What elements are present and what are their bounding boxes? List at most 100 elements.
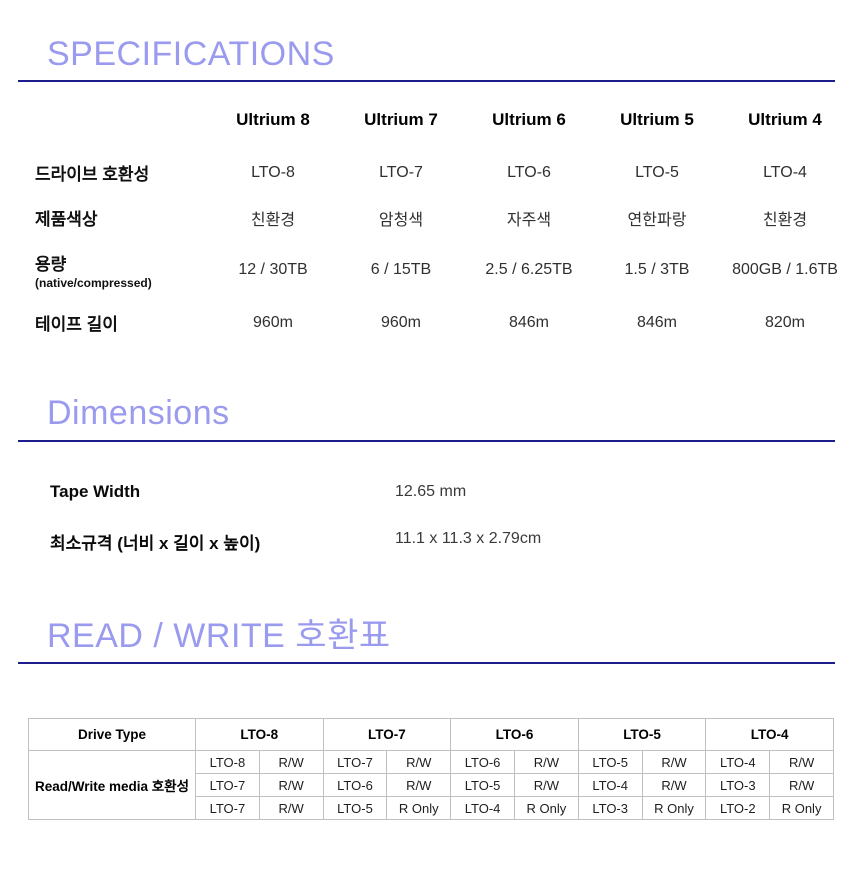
dimensions-title: Dimensions xyxy=(47,394,230,433)
rw-group-header: LTO-4 xyxy=(705,718,834,752)
specifications-divider xyxy=(18,80,835,83)
dimension-label: 최소규격 (너비 x 길이 x 높이) xyxy=(50,533,261,553)
rw-mode-cell: R/W xyxy=(386,750,452,775)
spec-cell: LTO-5 xyxy=(635,163,679,181)
rw-media-cell: LTO-5 xyxy=(450,773,515,798)
rw-media-cell: LTO-8 xyxy=(195,750,260,775)
spec-table: Ultrium 8 Ultrium 7 Ultrium 6 Ultrium 5 Ultr… xyxy=(33,106,849,345)
spec-cell: 1.5 / 3TB xyxy=(624,261,690,279)
rw-compatibility-table: Drive Type LTO-8 LTO-7 LTO-6 LTO-5 LTO-4 Read… xyxy=(28,718,834,821)
spec-row-sublabel: (native/compressed) xyxy=(35,276,152,291)
spec-cell: 846m xyxy=(508,313,550,331)
rw-mode-cell: R/W xyxy=(641,773,707,798)
rw-mode-cell: R/W xyxy=(769,750,834,775)
product-spec-page: SPECIFICATIONS Ultrium 8 Ultrium 7 Ultrium… xyxy=(0,35,860,821)
spec-row-label: 드라이브 호환성 xyxy=(33,150,209,195)
spec-column-header: Ultrium 7 xyxy=(364,110,438,130)
section-specifications: SPECIFICATIONS Ultrium 8 Ultrium 7 Ultrium… xyxy=(0,35,860,345)
spec-row-label: 제품색상 xyxy=(33,195,209,240)
rw-media-cell: LTO-4 xyxy=(577,773,643,798)
dimensions-list: Tape Width 12.65 mm 최소규격 (너비 x 길이 x 높이) … xyxy=(50,482,860,554)
spec-column-header: Ultrium 5 xyxy=(620,110,694,130)
rw-media-cell: LTO-2 xyxy=(705,796,771,821)
rw-mode-cell: R Only xyxy=(769,796,834,821)
spec-cell: 친환경 xyxy=(250,211,296,229)
spec-cell: 800GB / 1.6TB xyxy=(732,261,838,279)
rw-media-cell: LTO-3 xyxy=(705,773,771,798)
spec-cell: 960m xyxy=(252,313,294,331)
spec-cell: 12 / 30TB xyxy=(238,261,308,279)
read-write-title: READ / WRITE 호환표 xyxy=(47,616,391,655)
spec-cell: 2.5 / 6.25TB xyxy=(485,261,573,279)
dimensions-divider xyxy=(18,439,835,442)
rw-group-header: LTO-7 xyxy=(322,718,452,752)
spec-column-header: Ultrium 6 xyxy=(492,110,566,130)
rw-row-label: Read/Write media 호환성 xyxy=(28,750,196,821)
spec-corner-cell xyxy=(33,106,209,150)
dimension-value: 12.65 mm xyxy=(395,482,467,500)
rw-media-cell: LTO-6 xyxy=(322,773,388,798)
rw-media-cell: LTO-7 xyxy=(195,773,260,798)
rw-mode-cell: R/W xyxy=(258,750,324,775)
rw-media-cell: LTO-5 xyxy=(577,750,643,775)
spec-column-header: Ultrium 8 xyxy=(236,110,310,130)
section-read-write: READ / WRITE 호환표 Drive Type LTO-8 LTO-7 LTO… xyxy=(0,616,860,821)
read-write-divider xyxy=(18,662,835,665)
rw-media-cell: LTO-4 xyxy=(705,750,771,775)
rw-media-cell: LTO-4 xyxy=(450,796,515,821)
spec-table-row: 용량 (native/compressed) 12 / 30TB 6 / 15TB 2.… xyxy=(33,240,849,300)
rw-media-cell: LTO-3 xyxy=(577,796,643,821)
rw-mode-cell: R/W xyxy=(258,773,324,798)
spec-row-label-text: 드라이브 호환성 xyxy=(35,165,150,185)
rw-table-row: LTO-7 R/W LTO-5 R Only LTO-4 R Only LTO-3 R Onl… xyxy=(29,796,834,821)
rw-mode-cell: R Only xyxy=(641,796,707,821)
spec-cell: LTO-4 xyxy=(763,163,807,181)
spec-table-header-row: Ultrium 8 Ultrium 7 Ultrium 6 Ultrium 5 Ultr… xyxy=(33,106,849,150)
rw-mode-cell: R Only xyxy=(513,796,579,821)
spec-cell: 846m xyxy=(636,313,678,331)
spec-cell: LTO-7 xyxy=(379,163,423,181)
rw-media-cell: LTO-5 xyxy=(322,796,388,821)
rw-media-cell: LTO-7 xyxy=(322,750,388,775)
spec-row-label-text: 제품색상 xyxy=(35,210,98,230)
dimension-row-tape-width: Tape Width 12.65 mm xyxy=(50,482,860,502)
spec-table-row: 제품색상 친환경 암청색 자주색 연한파랑 친환경 xyxy=(33,195,849,240)
spec-cell: 960m xyxy=(380,313,422,331)
spec-cell: 연한파랑 xyxy=(627,211,687,229)
spec-cell: LTO-6 xyxy=(507,163,551,181)
rw-table-row: Read/Write media 호환성 LTO-8 R/W LTO-7 R/W LTO-… xyxy=(28,750,834,821)
rw-table-row: LTO-7 R/W LTO-6 R/W LTO-5 R/W LTO-4 R/W LTO-3 R/W xyxy=(29,773,834,798)
dimension-row-min-size: 최소규격 (너비 x 길이 x 높이) 11.1 x 11.3 x 2.79cm xyxy=(50,529,860,554)
spec-row-label: 용량 (native/compressed) xyxy=(33,240,209,300)
spec-cell: 친환경 xyxy=(762,211,808,229)
rw-mode-cell: R/W xyxy=(386,773,452,798)
rw-media-cell: LTO-7 xyxy=(195,796,260,821)
section-dimensions: Dimensions Tape Width 12.65 mm 최소규격 (너비 … xyxy=(0,394,860,554)
rw-group-header: LTO-5 xyxy=(577,718,707,752)
rw-group-header: LTO-8 xyxy=(195,718,324,752)
specifications-title: SPECIFICATIONS xyxy=(47,35,335,73)
rw-mode-cell: R Only xyxy=(386,796,452,821)
rw-drive-type-header: Drive Type xyxy=(28,718,196,752)
rw-mode-cell: R/W xyxy=(513,773,579,798)
spec-row-label: 테이프 길이 xyxy=(33,300,209,345)
rw-table-header-row: Drive Type LTO-8 LTO-7 LTO-6 LTO-5 LTO-4 xyxy=(28,718,834,752)
spec-cell: 6 / 15TB xyxy=(370,261,432,279)
dimension-value: 11.1 x 11.3 x 2.79cm xyxy=(395,529,542,547)
spec-row-label-text: 테이프 길이 xyxy=(35,315,118,335)
rw-media-cell: LTO-6 xyxy=(450,750,515,775)
rw-mode-cell: R/W xyxy=(513,750,579,775)
spec-cell: 암청색 xyxy=(378,211,424,229)
rw-mode-cell: R/W xyxy=(258,796,324,821)
spec-table-row: 드라이브 호환성 LTO-8 LTO-7 LTO-6 LTO-5 LTO-4 xyxy=(33,150,849,195)
spec-column-header: Ultrium 4 xyxy=(748,110,822,130)
spec-row-label-text: 용량 xyxy=(35,255,67,275)
spec-cell: 자주색 xyxy=(506,211,552,229)
spec-cell: LTO-8 xyxy=(251,163,295,181)
rw-mode-cell: R/W xyxy=(769,773,834,798)
spec-table-row: 테이프 길이 960m 960m 846m 846m 820m xyxy=(33,300,849,345)
dimension-label: Tape Width xyxy=(50,481,141,501)
rw-group-header: LTO-6 xyxy=(450,718,579,752)
rw-mode-cell: R/W xyxy=(641,750,707,775)
spec-cell: 820m xyxy=(764,313,806,331)
